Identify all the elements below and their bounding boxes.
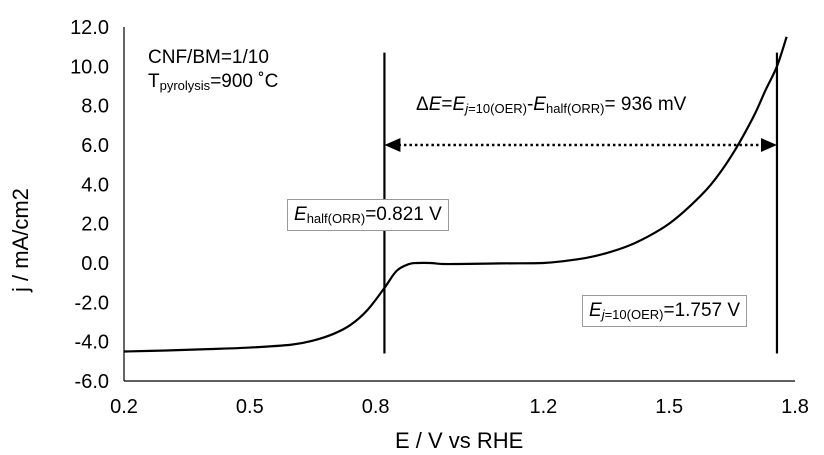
sample-annotation: CNF/BM=1/10 Tpyrolysis=900 ˚C: [148, 46, 278, 98]
x-tick-label: 1.5: [655, 396, 683, 418]
sample-composition: CNF/BM=1/10: [148, 47, 269, 68]
x-axis-label: E / V vs RHE: [395, 428, 524, 453]
x-tick-label: 0.8: [362, 396, 390, 418]
x-tick-label: 1.8: [781, 396, 809, 418]
y-tick-label: 8.0: [81, 96, 109, 118]
oer-potential-label: Ej=10(OER)=1.757 V: [582, 295, 748, 327]
y-tick-label: 0.0: [81, 253, 109, 275]
x-tick-label: 1.2: [529, 396, 557, 418]
y-tick-label: -6.0: [75, 371, 109, 393]
x-tick-label: 0.2: [110, 396, 138, 418]
arrow-head-left: [384, 138, 401, 152]
axes: [123, 27, 795, 382]
y-tick-label: 2.0: [81, 214, 109, 236]
y-tick-label: 12.0: [70, 17, 109, 39]
arrow-head-right: [760, 138, 777, 152]
y-tick-label: -4.0: [75, 332, 109, 354]
x-tick-label: 0.5: [236, 396, 264, 418]
delta-e-annotation: ΔE=Ej=10(OER)-Ehalf(ORR)= 936 mV: [416, 94, 687, 116]
y-tick-label: 6.0: [81, 135, 109, 157]
series-line: [123, 36, 788, 353]
sample-temperature: Tpyrolysis=900 ˚C: [148, 71, 279, 93]
tick-labels: 0.2 0.5 0.8 1.2 1.5 1.8 12.0 10.0 8.0 6.0 4.0 2.0 0.…: [70, 17, 809, 418]
delta-e-arrow: [384, 138, 777, 152]
half-wave-potential-label: Ehalf(ORR)=0.821 V: [287, 199, 449, 231]
y-tick-label: 4.0: [81, 174, 109, 196]
y-axis-label: j / mA/cm2: [8, 188, 33, 292]
y-tick-label: 10.0: [70, 56, 109, 78]
y-tick-label: -2.0: [75, 292, 109, 314]
series-group: [123, 36, 788, 353]
